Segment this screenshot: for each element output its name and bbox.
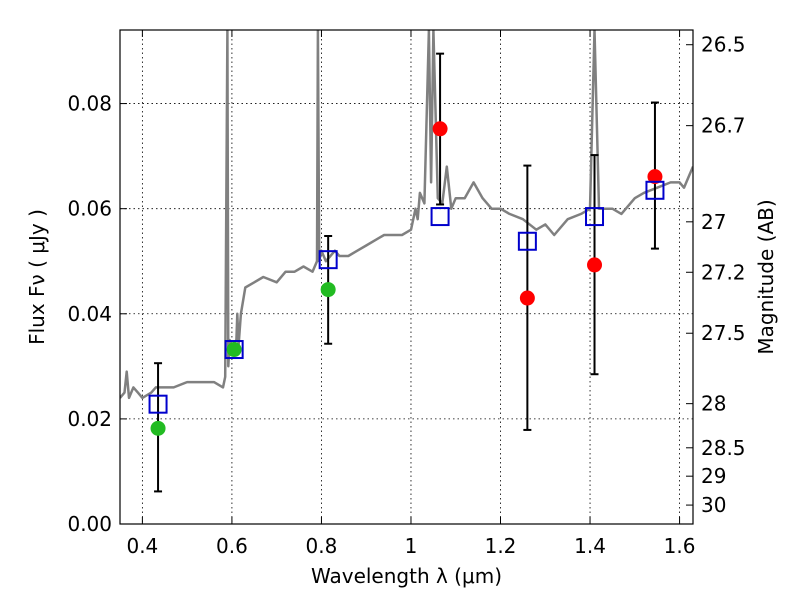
y-tick-label-4: 0.08: [67, 92, 112, 116]
x-tick-label-1: 0.6: [216, 534, 248, 558]
detections-point-1: [226, 342, 242, 358]
upper-limits-point-0: [432, 121, 448, 137]
y-axis-label: Flux Fν ( μJy ): [25, 209, 49, 345]
right-tick-label-6: 28.5: [701, 436, 746, 460]
model-square-4: [517, 231, 537, 251]
x-tick-label-2: 0.8: [306, 534, 338, 558]
y-tick-label-3: 0.06: [67, 197, 112, 221]
right-tick-label-8: 30: [701, 493, 726, 517]
ticks-layer: 0.4 0.6 0.8 1 1.2 1.4 1.6 0.00 0.02 0.04 0.06 0.08 2…: [67, 30, 746, 558]
spectrum-line: [120, 30, 693, 400]
x-tick-label-4: 1.2: [485, 534, 517, 558]
x-axis-label: Wavelength λ (μm): [311, 564, 502, 588]
upper-limits-point-3: [647, 169, 663, 185]
x-tick-label-0: 0.4: [126, 534, 158, 558]
x-tick-label-3: 1: [405, 534, 418, 558]
model-square-2: [318, 250, 338, 270]
detections-point-2: [320, 282, 336, 298]
model-square-5: [585, 207, 605, 227]
right-tick-label-0: 26.5: [701, 33, 746, 57]
model-square-1: [224, 340, 244, 360]
right-tick-label-7: 29: [701, 464, 726, 488]
right-tick-label-3: 27.2: [701, 260, 746, 284]
model-square-0: [148, 394, 168, 414]
model-square-3: [430, 207, 450, 227]
x-tick-label-5: 1.4: [574, 534, 606, 558]
plot-frame: [119, 29, 694, 525]
spectrum-layer: [120, 30, 693, 400]
right-tick-label-1: 26.7: [701, 114, 746, 138]
right-tick-label-4: 27.5: [701, 321, 746, 345]
right-tick-label-2: 27: [701, 210, 726, 234]
y-tick-label-1: 0.02: [67, 407, 112, 431]
right-axis-label: Magnitude (AB): [754, 199, 778, 354]
detections-point-0: [150, 420, 166, 436]
right-tick-label-5: 28: [701, 392, 726, 416]
y-tick-label-0: 0.00: [67, 512, 112, 536]
upper-limits-point-2: [587, 257, 603, 273]
upper-limits-point-1: [519, 290, 535, 306]
points-layer: [148, 121, 665, 436]
model-square-6: [645, 180, 665, 200]
x-tick-label-6: 1.6: [664, 534, 696, 558]
y-tick-label-2: 0.04: [67, 302, 112, 326]
